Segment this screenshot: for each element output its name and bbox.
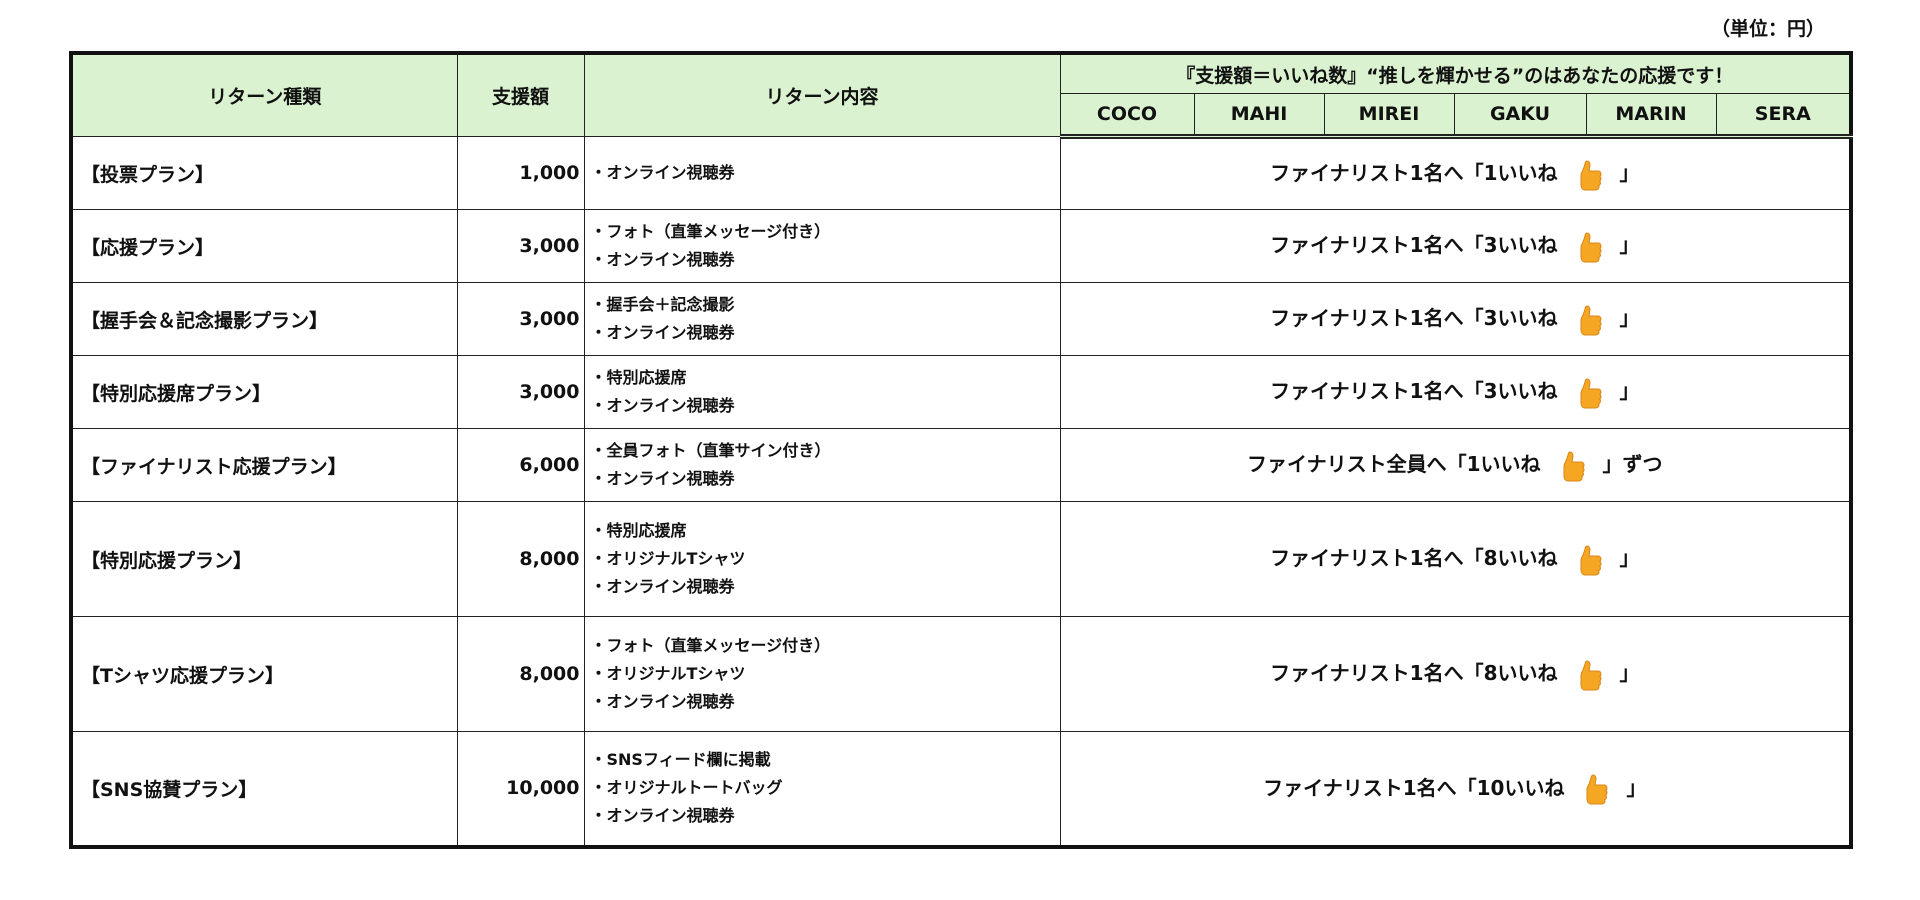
return-content: ・握手会＋記念撮影 ・オンライン視聴券 bbox=[583, 282, 1061, 356]
return-content: ・特別応援席・オリジナルTシャツ ・オンライン視聴券 bbox=[583, 501, 1061, 617]
header-finalist: COCO bbox=[1059, 93, 1195, 139]
return-item: ・握手会＋記念撮影 bbox=[590, 295, 735, 314]
return-content: ・フォト（直筆メッセージ付き） ・オリジナルTシャツ ・オンライン視聴券 bbox=[583, 616, 1061, 732]
likes-allocation: ファイナリスト全員へ「1いいね 」ずつ bbox=[1059, 428, 1852, 502]
thumbs-up-icon bbox=[1559, 450, 1589, 482]
plan-name: 【特別応援席プラン】 bbox=[70, 355, 458, 429]
likes-allocation: ファイナリスト1名へ「3いいね 」 bbox=[1059, 209, 1852, 283]
return-item: ・特別応援席 bbox=[590, 368, 687, 387]
likes-suffix: 」 bbox=[1619, 233, 1640, 258]
plan-name: 【握手会＆記念撮影プラン】 bbox=[70, 282, 458, 356]
return-item: ・フォト（直筆メッセージ付き） bbox=[590, 222, 831, 241]
support-amount: 3,000 bbox=[456, 355, 585, 429]
return-item: ・SNSフィード欄に掲載 bbox=[590, 750, 771, 770]
return-item: ・オリジナルTシャツ bbox=[590, 664, 746, 683]
return-item: ・全員フォト（直筆サイン付き） bbox=[590, 441, 831, 460]
header-finalist: SERA bbox=[1715, 93, 1852, 139]
return-item: ・フォト（直筆メッセージ付き） bbox=[590, 636, 831, 655]
return-item: ・オンライン視聴券 bbox=[590, 250, 735, 269]
return-item: ・オンライン視聴券 bbox=[590, 323, 735, 342]
return-item: ・オンライン視聴券 bbox=[590, 577, 735, 596]
plan-name: 【特別応援プラン】 bbox=[70, 501, 458, 617]
likes-suffix: 」 bbox=[1619, 306, 1640, 331]
likes-text: ファイナリスト1名へ「1いいね bbox=[1270, 161, 1558, 186]
header-return-type: リターン種類 bbox=[70, 52, 458, 137]
return-content: ・特別応援席・オンライン視聴券 bbox=[583, 355, 1061, 429]
support-amount: 3,000 bbox=[456, 282, 585, 356]
support-amount: 8,000 bbox=[456, 616, 585, 732]
thumbs-up-icon bbox=[1576, 304, 1606, 336]
thumbs-up-icon bbox=[1576, 659, 1606, 691]
plan-row: 【特別応援席プラン】 3,000 ・特別応援席・オンライン視聴券 ファイナリスト… bbox=[70, 355, 1852, 429]
return-item: ・特別応援席 bbox=[590, 521, 687, 540]
thumbs-up-icon bbox=[1582, 773, 1612, 805]
likes-suffix: 」 bbox=[1619, 661, 1640, 686]
plan-row: 【ファイナリスト応援プラン】 6,000 ・全員フォト（直筆サイン付き） ・オンラ… bbox=[70, 428, 1852, 502]
plan-name: 【Tシャツ応援プラン】 bbox=[70, 616, 458, 732]
return-item: ・オリジナルTシャツ bbox=[590, 549, 746, 568]
header-slogan: 『支援額＝いいね数』“推しを輝かせる”のはあなたの応援です！ bbox=[1059, 52, 1852, 94]
return-plans-table: リターン種類 支援額 リターン内容 『支援額＝いいね数』“推しを輝かせる”のはあ… bbox=[69, 51, 1854, 849]
plan-row: 【応援プラン】 3,000 ・フォト（直筆メッセージ付き） ・オンライン視聴券 フ… bbox=[70, 209, 1852, 283]
likes-text: ファイナリスト1名へ「3いいね bbox=[1270, 379, 1558, 404]
plan-name: 【応援プラン】 bbox=[70, 209, 458, 283]
header-finalist: GAKU bbox=[1453, 93, 1587, 139]
likes-text: ファイナリスト1名へ「8いいね bbox=[1270, 546, 1558, 571]
plan-name: 【SNS協賛プラン】 bbox=[70, 731, 458, 847]
support-amount: 6,000 bbox=[456, 428, 585, 502]
likes-allocation: ファイナリスト1名へ「8いいね 」 bbox=[1059, 616, 1852, 732]
header-return-content: リターン内容 bbox=[583, 52, 1061, 137]
header-finalist: MAHI bbox=[1193, 93, 1325, 139]
plan-row: 【特別応援プラン】 8,000 ・特別応援席・オリジナルTシャツ ・オンライン視聴… bbox=[70, 501, 1852, 617]
header-finalist: MARIN bbox=[1585, 93, 1717, 139]
likes-suffix: 」ずつ bbox=[1602, 452, 1663, 477]
plan-row: 【SNS協賛プラン】 10,000 ・SNSフィード欄に掲載 ・オリジナルトートバ… bbox=[70, 731, 1852, 847]
likes-allocation: ファイナリスト1名へ「10いいね 」 bbox=[1059, 731, 1852, 847]
likes-suffix: 」 bbox=[1619, 379, 1640, 404]
thumbs-up-icon bbox=[1576, 377, 1606, 409]
return-content: ・オンライン視聴券 bbox=[583, 136, 1061, 210]
likes-suffix: 」 bbox=[1619, 546, 1640, 571]
return-item: ・オンライン視聴券 bbox=[590, 396, 735, 415]
likes-text: ファイナリスト1名へ「3いいね bbox=[1270, 306, 1558, 331]
likes-text: ファイナリスト1名へ「10いいね bbox=[1263, 775, 1565, 800]
support-amount: 8,000 bbox=[456, 501, 585, 617]
return-item: ・オンライン視聴券 bbox=[590, 692, 735, 711]
likes-text: ファイナリスト全員へ「1いいね bbox=[1247, 452, 1541, 477]
header-finalist: MIREI bbox=[1323, 93, 1455, 139]
return-content: ・フォト（直筆メッセージ付き） ・オンライン視聴券 bbox=[583, 209, 1061, 283]
plan-row: 【Tシャツ応援プラン】 8,000 ・フォト（直筆メッセージ付き） ・オリジナルT… bbox=[70, 616, 1852, 732]
return-item: ・オンライン視聴券 bbox=[590, 806, 735, 826]
return-item: ・オリジナルトートバッグ bbox=[590, 778, 783, 798]
likes-suffix: 」 bbox=[1626, 775, 1647, 800]
plan-row: 【握手会＆記念撮影プラン】 3,000 ・握手会＋記念撮影 ・オンライン視聴券 フ… bbox=[70, 282, 1852, 356]
likes-text: ファイナリスト1名へ「8いいね bbox=[1270, 661, 1558, 686]
likes-allocation: ファイナリスト1名へ「3いいね 」 bbox=[1059, 355, 1852, 429]
likes-text: ファイナリスト1名へ「3いいね bbox=[1270, 233, 1558, 258]
return-item: ・オンライン視聴券 bbox=[590, 469, 735, 488]
thumbs-up-icon bbox=[1576, 159, 1606, 191]
likes-allocation: ファイナリスト1名へ「8いいね 」 bbox=[1059, 501, 1852, 617]
return-content: ・全員フォト（直筆サイン付き） ・オンライン視聴券 bbox=[583, 428, 1061, 502]
plan-name: 【投票プラン】 bbox=[70, 136, 458, 210]
plan-row: 【投票プラン】 1,000 ・オンライン視聴券 ファイナリスト1名へ「1いいね 」 bbox=[70, 136, 1852, 210]
thumbs-up-icon bbox=[1576, 231, 1606, 263]
unit-label: （単位：円） bbox=[1710, 18, 1825, 40]
return-item: ・オンライン視聴券 bbox=[590, 163, 735, 182]
likes-allocation: ファイナリスト1名へ「1いいね 」 bbox=[1059, 136, 1852, 210]
likes-allocation: ファイナリスト1名へ「3いいね 」 bbox=[1059, 282, 1852, 356]
plan-name: 【ファイナリスト応援プラン】 bbox=[70, 428, 458, 502]
return-content: ・SNSフィード欄に掲載 ・オリジナルトートバッグ ・オンライン視聴券 bbox=[583, 731, 1061, 847]
support-amount: 3,000 bbox=[456, 209, 585, 283]
thumbs-up-icon bbox=[1576, 544, 1606, 576]
support-amount: 1,000 bbox=[456, 136, 585, 210]
header-amount: 支援額 bbox=[456, 52, 585, 137]
support-amount: 10,000 bbox=[456, 731, 585, 847]
likes-suffix: 」 bbox=[1619, 161, 1640, 186]
